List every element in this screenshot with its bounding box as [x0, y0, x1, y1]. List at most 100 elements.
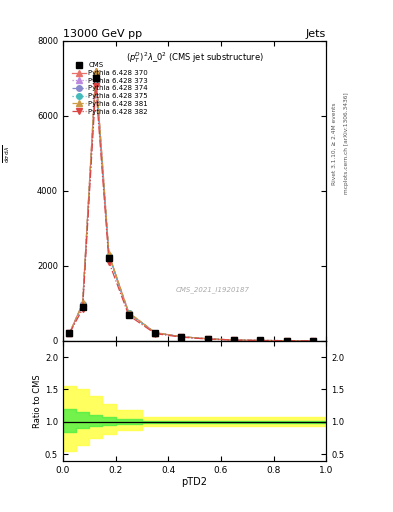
Pythia 6.428 381 — [80, 300, 85, 306]
Pythia 6.428 381 — [179, 334, 184, 340]
Pythia 6.428 373 — [152, 330, 157, 336]
CMS — [310, 338, 315, 344]
Pythia 6.428 370 — [107, 251, 111, 258]
Pythia 6.428 381 — [67, 330, 72, 336]
Line: Pythia 6.428 375: Pythia 6.428 375 — [67, 74, 316, 344]
Pythia 6.428 382 — [152, 330, 157, 336]
Pythia 6.428 375 — [80, 302, 85, 308]
Pythia 6.428 373 — [258, 337, 263, 344]
Pythia 6.428 375 — [232, 337, 237, 343]
Line: Pythia 6.428 370: Pythia 6.428 370 — [67, 68, 316, 344]
Pythia 6.428 373 — [67, 330, 72, 336]
Pythia 6.428 381 — [94, 68, 98, 74]
Pythia 6.428 373 — [80, 302, 85, 308]
Pythia 6.428 374 — [310, 338, 315, 344]
Pythia 6.428 370 — [232, 337, 237, 343]
Y-axis label: Ratio to CMS: Ratio to CMS — [33, 374, 42, 428]
Pythia 6.428 374 — [285, 337, 289, 344]
Text: $(p_T^D)^2\lambda\_0^2$ (CMS jet substructure): $(p_T^D)^2\lambda\_0^2$ (CMS jet substru… — [126, 50, 263, 65]
CMS — [107, 255, 111, 262]
Pythia 6.428 373 — [206, 336, 210, 342]
Pythia 6.428 381 — [206, 336, 210, 342]
Pythia 6.428 381 — [127, 309, 131, 315]
Line: Pythia 6.428 374: Pythia 6.428 374 — [67, 72, 316, 344]
Pythia 6.428 382 — [310, 338, 315, 344]
Pythia 6.428 370 — [179, 334, 184, 340]
Pythia 6.428 373 — [285, 337, 289, 344]
CMS — [127, 311, 131, 317]
Pythia 6.428 375 — [285, 337, 289, 344]
Pythia 6.428 370 — [258, 337, 263, 344]
X-axis label: pTD2: pTD2 — [182, 477, 208, 487]
Pythia 6.428 382 — [179, 334, 184, 340]
CMS — [285, 337, 289, 344]
Pythia 6.428 375 — [67, 330, 72, 336]
Pythia 6.428 370 — [94, 68, 98, 74]
Pythia 6.428 382 — [285, 337, 289, 344]
Pythia 6.428 381 — [152, 329, 157, 335]
CMS — [258, 337, 263, 344]
Pythia 6.428 373 — [232, 337, 237, 343]
Pythia 6.428 375 — [127, 310, 131, 316]
Pythia 6.428 382 — [232, 337, 237, 343]
Pythia 6.428 382 — [206, 336, 210, 342]
Pythia 6.428 373 — [310, 338, 315, 344]
Pythia 6.428 375 — [107, 253, 111, 259]
CMS — [179, 334, 184, 340]
Pythia 6.428 382 — [80, 306, 85, 312]
Pythia 6.428 381 — [285, 337, 289, 344]
Pythia 6.428 375 — [206, 336, 210, 342]
CMS — [94, 75, 98, 81]
Pythia 6.428 374 — [67, 330, 72, 336]
Pythia 6.428 382 — [94, 83, 98, 89]
CMS — [232, 337, 237, 343]
Pythia 6.428 382 — [107, 259, 111, 265]
Text: $\frac{1}{\mathrm{d}\sigma}\frac{\mathrm{d}N}{\mathrm{d}\lambda}$: $\frac{1}{\mathrm{d}\sigma}\frac{\mathrm… — [0, 144, 12, 163]
Pythia 6.428 374 — [179, 334, 184, 340]
Pythia 6.428 370 — [67, 330, 72, 336]
Pythia 6.428 374 — [80, 302, 85, 308]
CMS — [206, 336, 210, 342]
Line: Pythia 6.428 381: Pythia 6.428 381 — [67, 68, 316, 344]
Pythia 6.428 374 — [127, 310, 131, 316]
Text: Rivet 3.1.10, ≥ 2.4M events: Rivet 3.1.10, ≥ 2.4M events — [332, 102, 337, 185]
CMS — [152, 330, 157, 336]
Pythia 6.428 370 — [310, 338, 315, 344]
Text: CMS_2021_I1920187: CMS_2021_I1920187 — [176, 287, 250, 293]
Pythia 6.428 374 — [94, 72, 98, 78]
Text: 13000 GeV pp: 13000 GeV pp — [63, 29, 142, 39]
Pythia 6.428 375 — [258, 337, 263, 344]
Pythia 6.428 374 — [107, 253, 111, 259]
Pythia 6.428 374 — [258, 337, 263, 344]
Pythia 6.428 374 — [152, 330, 157, 336]
CMS — [67, 330, 72, 336]
Text: mcplots.cern.ch [arXiv:1306.3436]: mcplots.cern.ch [arXiv:1306.3436] — [344, 93, 349, 194]
Pythia 6.428 382 — [258, 337, 263, 344]
Pythia 6.428 370 — [285, 337, 289, 344]
Line: Pythia 6.428 382: Pythia 6.428 382 — [67, 83, 316, 344]
Pythia 6.428 381 — [232, 337, 237, 343]
Pythia 6.428 375 — [94, 74, 98, 80]
Pythia 6.428 370 — [127, 310, 131, 316]
CMS — [80, 304, 85, 310]
Pythia 6.428 370 — [152, 330, 157, 336]
Line: CMS: CMS — [67, 76, 316, 344]
Pythia 6.428 373 — [107, 253, 111, 260]
Legend: CMS, Pythia 6.428 370, Pythia 6.428 373, Pythia 6.428 374, Pythia 6.428 375, Pyt: CMS, Pythia 6.428 370, Pythia 6.428 373,… — [69, 59, 151, 117]
Line: Pythia 6.428 373: Pythia 6.428 373 — [67, 76, 316, 344]
Pythia 6.428 373 — [94, 75, 98, 81]
Pythia 6.428 375 — [179, 334, 184, 340]
Pythia 6.428 370 — [80, 300, 85, 306]
Pythia 6.428 382 — [127, 312, 131, 318]
Text: Jets: Jets — [306, 29, 326, 39]
Pythia 6.428 374 — [232, 337, 237, 343]
Pythia 6.428 375 — [152, 330, 157, 336]
Pythia 6.428 382 — [67, 330, 72, 336]
Pythia 6.428 373 — [179, 334, 184, 340]
Pythia 6.428 370 — [206, 336, 210, 342]
Pythia 6.428 381 — [310, 338, 315, 344]
Pythia 6.428 373 — [127, 310, 131, 316]
Pythia 6.428 375 — [310, 338, 315, 344]
Pythia 6.428 381 — [107, 251, 111, 258]
Pythia 6.428 374 — [206, 336, 210, 342]
